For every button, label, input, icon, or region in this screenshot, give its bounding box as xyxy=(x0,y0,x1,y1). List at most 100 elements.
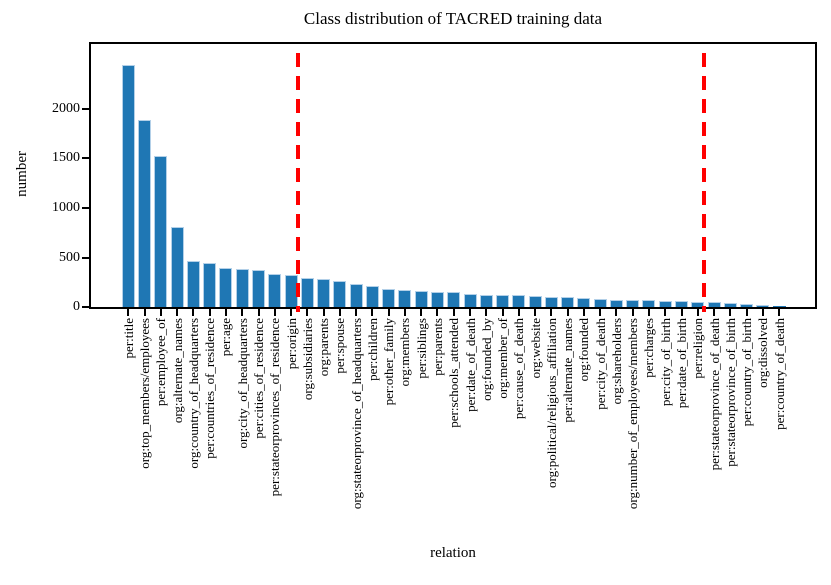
bar xyxy=(349,284,363,307)
bar xyxy=(430,291,444,307)
bar xyxy=(772,306,786,307)
x-tick-label: per:title xyxy=(120,318,136,359)
x-tick-label: per:date_of_birth xyxy=(674,318,689,409)
x-tick-mark xyxy=(696,309,699,316)
bar xyxy=(479,294,493,307)
bar xyxy=(723,303,737,307)
x-tick-label: per:siblings xyxy=(413,318,429,379)
x-tick-mark xyxy=(680,309,683,316)
x-tick-label: per:stateorprovince_of_birth xyxy=(722,318,738,467)
x-tick-mark xyxy=(534,309,536,316)
x-tick-label: per:origin xyxy=(283,318,299,370)
x-tick-mark xyxy=(338,309,341,316)
x-tick-mark xyxy=(485,309,488,316)
x-tick-mark xyxy=(582,309,585,316)
x-tick-label: org:parents xyxy=(316,318,331,377)
y-tick-mark xyxy=(82,206,89,209)
x-tick-mark xyxy=(550,309,553,316)
bar xyxy=(252,270,265,307)
x-tick-label: per:children xyxy=(364,318,380,381)
bar xyxy=(382,289,396,307)
x-tick-mark xyxy=(387,309,390,316)
x-tick-label: org:alternate_names xyxy=(169,318,185,424)
x-tick-mark xyxy=(159,309,162,316)
threshold-line xyxy=(295,44,300,312)
x-tick-mark xyxy=(322,309,325,316)
bar xyxy=(740,304,754,307)
x-tick-label: org:members xyxy=(397,318,413,387)
x-tick-label: per:other_family xyxy=(381,318,397,406)
x-tick-label: org:founded xyxy=(576,318,592,382)
x-tick-mark xyxy=(290,309,292,316)
bar xyxy=(626,299,640,307)
x-tick-mark xyxy=(615,309,618,316)
x-tick-label: org:subsidiaries xyxy=(299,318,315,401)
bar xyxy=(333,281,347,307)
threshold-line xyxy=(702,44,707,312)
x-tick-label: per:parents xyxy=(429,318,445,376)
x-tick-label: org:founded_by xyxy=(478,318,494,401)
x-tick-mark xyxy=(143,309,146,316)
x-tick-label: per:alternate_names xyxy=(560,318,576,423)
bar xyxy=(138,119,152,307)
x-tick-label: org:website xyxy=(527,318,543,379)
bar xyxy=(398,290,412,307)
bar xyxy=(414,290,428,307)
bar xyxy=(528,296,542,307)
x-tick-label: per:stateorprovince_of_death xyxy=(706,318,722,471)
x-tick-mark xyxy=(745,309,748,316)
x-tick-mark xyxy=(257,309,260,316)
x-tick-label: org:number_of_employees/members xyxy=(625,318,641,510)
x-tick-mark xyxy=(371,309,374,316)
x-tick-label: per:charges xyxy=(641,318,657,378)
x-tick-mark xyxy=(761,309,764,316)
x-tick-mark xyxy=(631,309,634,316)
bar xyxy=(577,298,591,307)
x-tick-mark xyxy=(192,309,195,316)
x-tick-label: per:city_of_death xyxy=(592,318,608,410)
x-tick-mark xyxy=(224,309,227,316)
bar xyxy=(512,295,526,307)
x-tick-label: per:cities_of_residence xyxy=(251,318,266,439)
bar xyxy=(707,302,721,307)
bar xyxy=(496,294,509,307)
x-tick-mark xyxy=(273,309,276,316)
bar xyxy=(219,268,233,307)
x-tick-label: org:top_members/employees xyxy=(137,318,153,469)
x-tick-mark xyxy=(452,309,455,316)
bar xyxy=(447,292,461,307)
x-tick-label: org:political/religious_affiliation xyxy=(543,318,559,488)
y-tick-label: 1500 xyxy=(52,150,80,166)
bar xyxy=(300,277,314,307)
bar xyxy=(121,65,135,307)
x-tick-mark xyxy=(306,309,309,316)
x-tick-mark xyxy=(599,309,602,316)
bar xyxy=(463,293,477,307)
x-tick-label: per:city_of_birth xyxy=(657,318,673,407)
y-tick-mark xyxy=(82,107,89,110)
x-tick-label: per:countries_of_residence xyxy=(202,318,218,459)
y-tick-label: 2000 xyxy=(52,100,80,116)
bar xyxy=(268,274,282,307)
x-tick-mark xyxy=(566,309,569,316)
x-tick-label: per:employee_of xyxy=(153,318,169,407)
bar xyxy=(317,278,330,307)
bar xyxy=(544,296,558,307)
x-tick-label: per:cause_of_death xyxy=(511,318,527,420)
bar xyxy=(561,296,575,307)
bar xyxy=(203,262,217,307)
x-tick-label: per:schools_attended xyxy=(446,318,462,428)
x-tick-label: org:country_of_headquarters xyxy=(185,318,201,469)
x-tick-mark xyxy=(420,309,423,316)
bar xyxy=(609,299,623,307)
bar xyxy=(756,304,770,307)
y-tick-label: 500 xyxy=(59,249,80,265)
x-tick-mark xyxy=(729,309,732,316)
x-tick-label: org:member_of xyxy=(495,318,510,399)
x-tick-label: per:country_of_death xyxy=(771,318,787,430)
x-tick-label: org:dissolved xyxy=(755,318,771,388)
bar xyxy=(365,286,379,307)
x-tick-mark xyxy=(778,309,781,316)
x-tick-mark xyxy=(436,309,439,316)
bar xyxy=(642,299,656,307)
